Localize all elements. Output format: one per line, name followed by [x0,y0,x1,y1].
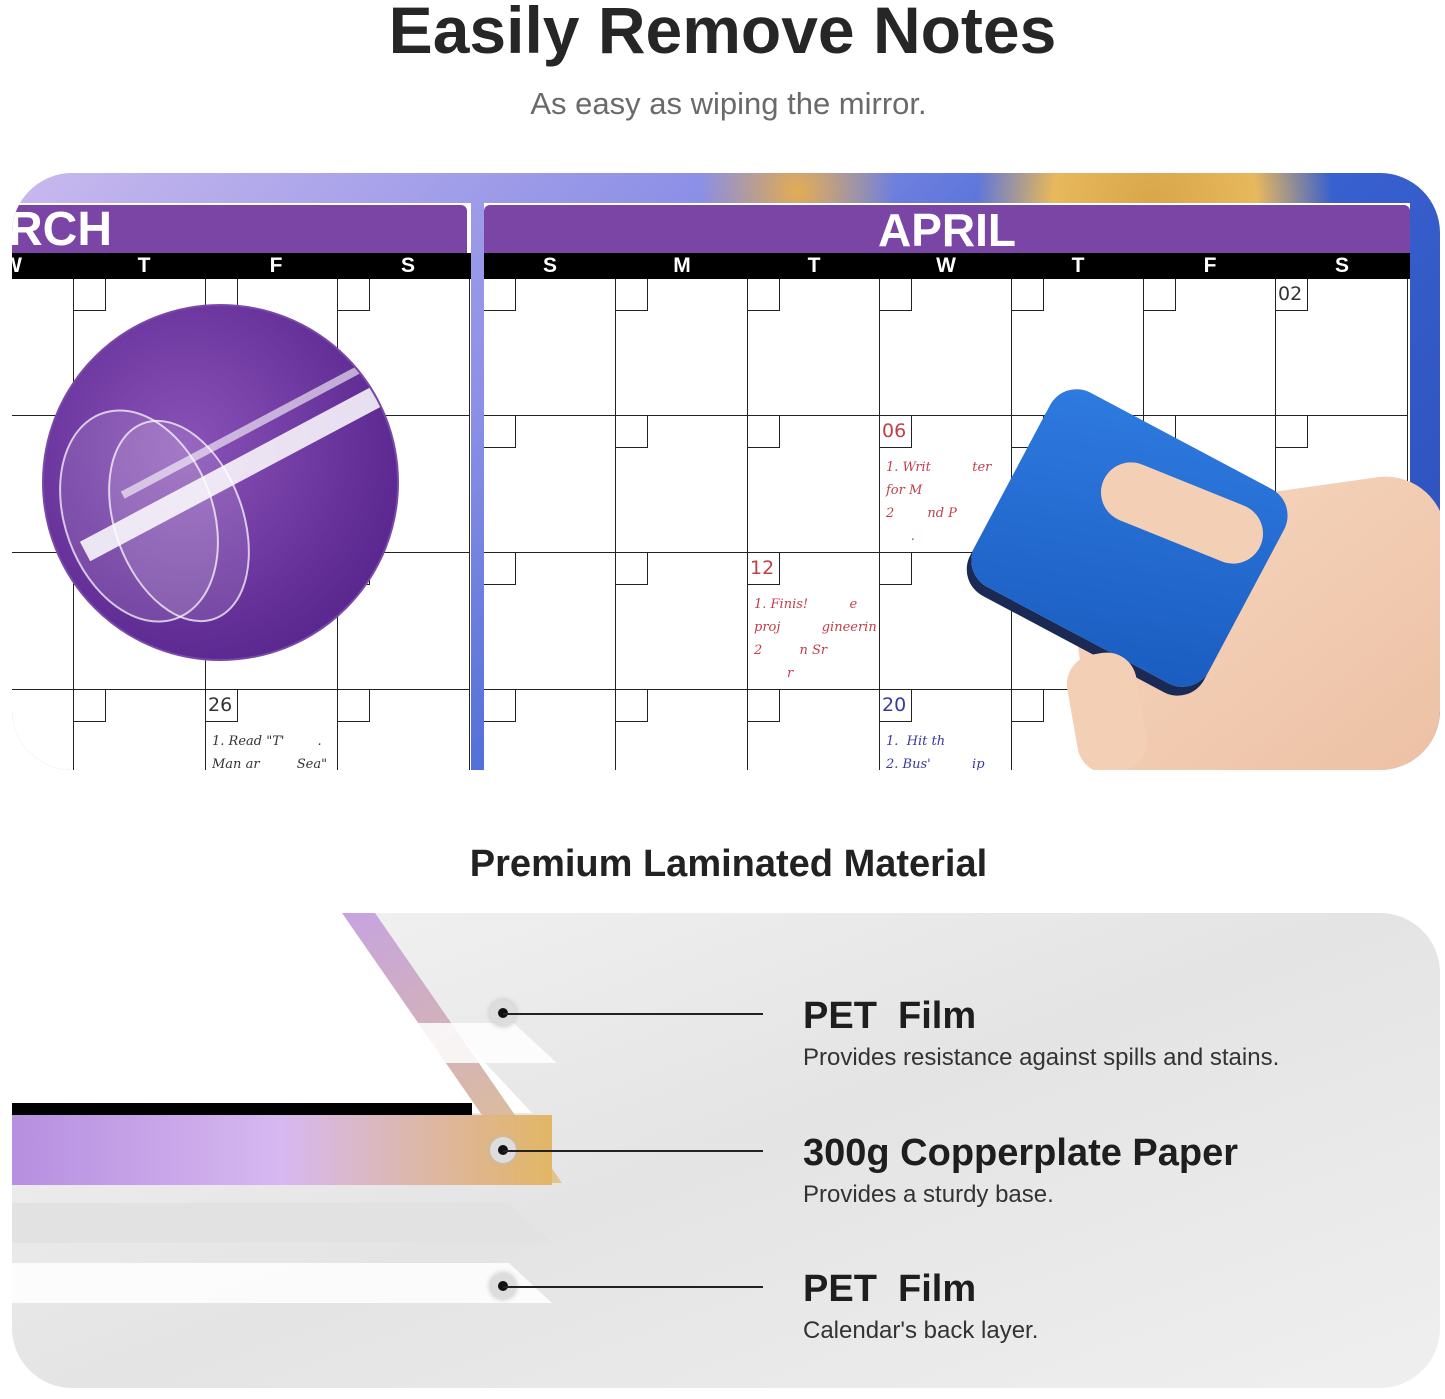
day-cell[interactable]: 26 1. Read "T' . Man ar Sea" [206,690,338,770]
day-cell[interactable] [616,690,748,770]
weekday-label: F [269,254,283,277]
day-cell[interactable] [484,416,616,553]
day-cell[interactable] [12,690,74,770]
date-box [484,279,516,311]
date-box [616,416,648,448]
leader-line [503,1286,763,1288]
weekday-label: W [936,254,956,277]
handwritten-note: 1. Read "T' . Man ar Sea" [212,734,328,770]
day-cell[interactable] [338,690,470,770]
date-box [74,279,106,311]
date-box [1276,416,1308,448]
day-cell[interactable] [616,553,748,690]
calendar-sheet-layer [12,913,532,1113]
month-header-april: APRIL [484,205,1410,255]
layer-description: Calendar's back layer. [803,1317,1039,1344]
layer-description: Provides a sturdy base. [803,1181,1054,1208]
day-cell[interactable] [484,279,616,416]
page-subtitle: As easy as wiping the mirror. [530,86,927,121]
day-cell[interactable] [748,279,880,416]
date-box [748,690,780,722]
weekday-strip [12,1103,472,1115]
date-box [880,279,912,311]
layer-title: PET Film [803,1268,977,1310]
day-cell[interactable]: 06 1. Writ ter for M 2 nd P . [880,416,1012,553]
weekday-label: M [673,254,691,277]
day-cell[interactable] [616,279,748,416]
date-box [1144,279,1176,311]
date-box [338,279,370,311]
date-box: 06 [880,416,912,448]
weekday-label: W [12,253,78,279]
handwritten-note: 1. Hit th 2. Bus' ip [886,734,985,770]
month-header-march: RCH [12,205,467,255]
day-cell[interactable] [484,553,616,690]
layer-title: 300g Copperplate Paper [803,1132,1239,1174]
day-cell[interactable] [1144,279,1276,416]
layer-description: Provides resistance against spills and s… [803,1044,1280,1071]
day-cell[interactable] [12,553,74,690]
day-cell[interactable] [880,553,1012,690]
day-cell[interactable] [12,279,74,416]
day-cell[interactable] [74,690,206,770]
date-box: 26 [206,690,238,722]
date-box [484,690,516,722]
date-box [338,690,370,722]
date-box [1012,279,1044,311]
layer-title: PET Film [803,995,977,1037]
day-cell[interactable]: 02 [1276,279,1408,416]
day-cell[interactable]: 12 1. Finis! e proj gineerin 2 n Sr r [748,553,880,690]
leader-line [503,1150,763,1152]
weekday-label: S [542,254,557,277]
weekday-label: S [400,254,415,277]
base-layer [12,1203,552,1243]
calendar-photo: RCH W T F S 26 1. Read "T' . Man ar Sea" APR… [12,173,1440,770]
handwritten-note: 1. Finis! e proj gineerin 2 n Sr r [754,597,877,681]
paper-layer [12,1115,552,1185]
date-box [748,279,780,311]
film-layer-bottom [12,1263,552,1303]
day-cell[interactable] [748,690,880,770]
leader-line [503,1013,763,1015]
weekday-label: S [1334,254,1349,277]
date-box: 02 [1276,279,1308,311]
handwritten-note: 1. Writ ter for M 2 nd P . [886,460,992,544]
layers-diagram [12,913,1440,1388]
day-cell[interactable] [484,690,616,770]
section-title: Premium Laminated Material [469,843,988,885]
page-title: Easily Remove Notes [388,0,1057,67]
day-cell[interactable] [748,416,880,553]
film-layer-top [12,1023,557,1063]
day-cell[interactable] [880,279,1012,416]
day-cell[interactable] [616,416,748,553]
weekday-label: T [807,254,821,277]
weekday-label: T [137,254,151,277]
weekday-label: F [1203,254,1217,277]
date-box: 20 [880,690,912,722]
weekday-label: T [1071,254,1085,277]
day-cell[interactable] [338,279,470,416]
date-box [880,553,912,585]
date-box [616,279,648,311]
date-box [616,690,648,722]
laminate-closeup-icon [42,304,399,661]
date-box [484,553,516,585]
date-box [484,416,516,448]
date-box [74,690,106,722]
day-cell[interactable]: 20 1. Hit th 2. Bus' ip [880,690,1012,770]
date-box [1012,690,1044,722]
date-box [748,416,780,448]
date-box [616,553,648,585]
date-box: 12 [748,553,780,585]
